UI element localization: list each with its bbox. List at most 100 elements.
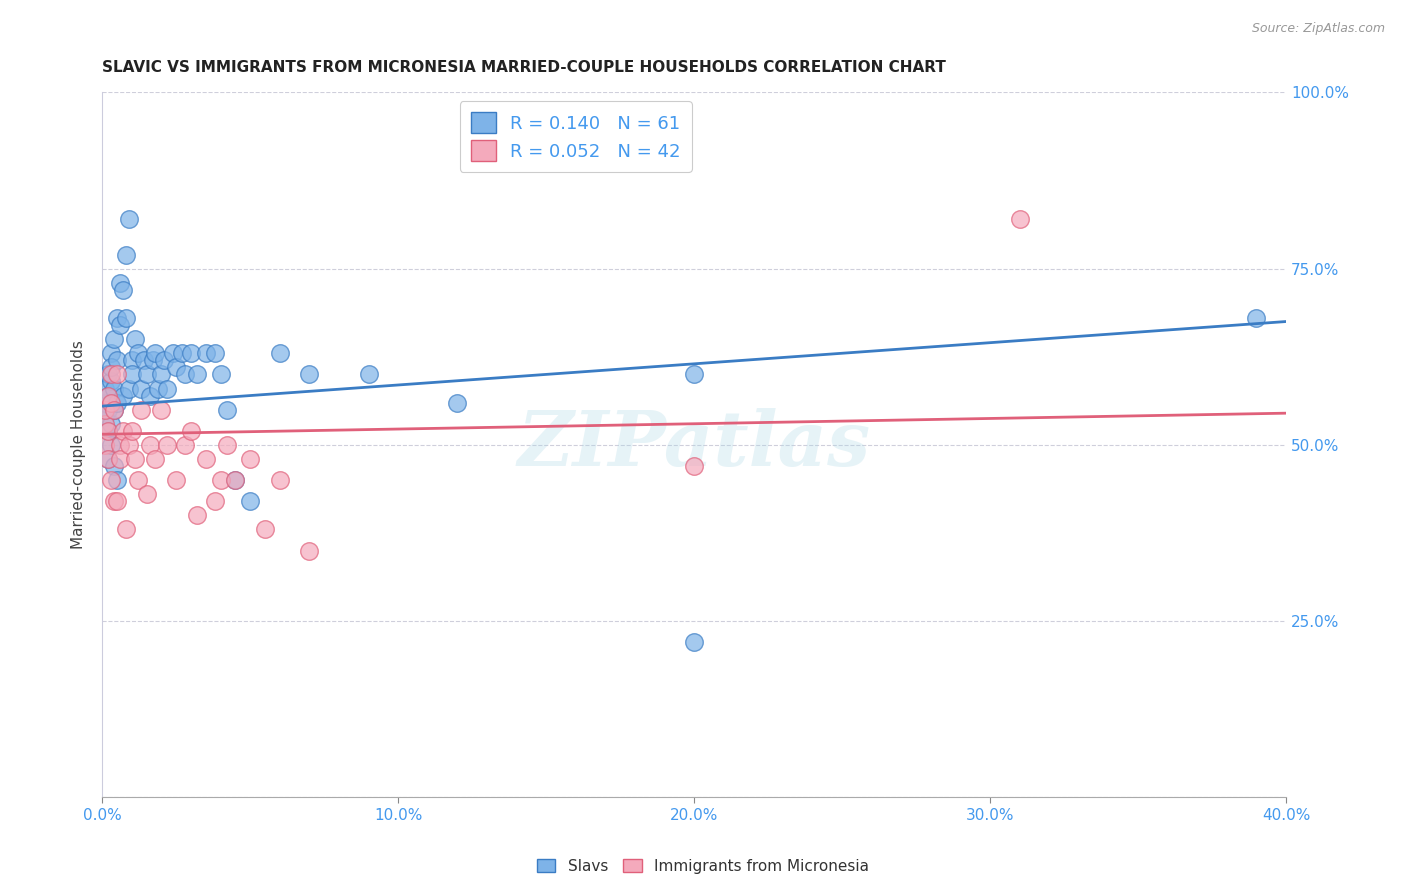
Point [148, 382, 170, 396]
Point [129, 382, 152, 396]
Point [165, 360, 187, 375]
Point [209, 473, 232, 487]
Point [94, 409, 117, 424]
Point [118, 212, 141, 227]
Point [172, 346, 194, 360]
Point [253, 523, 276, 537]
Point [103, 382, 125, 396]
Point [180, 424, 202, 438]
Point [162, 346, 184, 360]
Point [100, 375, 122, 389]
Point [135, 487, 157, 501]
Point [298, 368, 321, 382]
Point [111, 388, 134, 402]
Point [97, 402, 120, 417]
Point [94, 417, 117, 431]
Point [115, 311, 138, 326]
Point [132, 353, 155, 368]
Point [683, 458, 706, 473]
Point [174, 368, 197, 382]
Point [103, 402, 125, 417]
Point [215, 402, 238, 417]
Point [186, 508, 208, 523]
Point [150, 402, 173, 417]
Point [108, 318, 131, 332]
Point [121, 424, 143, 438]
Point [105, 368, 128, 382]
Point [153, 353, 176, 368]
Point [186, 368, 208, 382]
Point [100, 346, 122, 360]
Point [141, 353, 163, 368]
Point [298, 543, 321, 558]
Point [100, 395, 122, 409]
Point [135, 368, 157, 382]
Point [103, 494, 125, 508]
Point [204, 494, 226, 508]
Point [103, 402, 125, 417]
Point [97, 452, 120, 467]
Point [94, 438, 117, 452]
Point [111, 424, 134, 438]
Point [94, 382, 117, 396]
Point [224, 473, 246, 487]
Point [138, 388, 160, 402]
Point [180, 346, 202, 360]
Point [194, 346, 217, 360]
Point [97, 388, 120, 402]
Point [97, 424, 120, 438]
Point [100, 438, 122, 452]
Legend: Slavs, Immigrants from Micronesia: Slavs, Immigrants from Micronesia [531, 853, 875, 880]
Point [94, 402, 117, 417]
Point [105, 395, 128, 409]
Point [105, 494, 128, 508]
Point [105, 473, 128, 487]
Point [100, 473, 122, 487]
Point [111, 283, 134, 297]
Point [145, 346, 167, 360]
Point [127, 473, 149, 487]
Point [115, 523, 138, 537]
Point [115, 247, 138, 261]
Text: Source: ZipAtlas.com: Source: ZipAtlas.com [1251, 22, 1385, 36]
Point [174, 438, 197, 452]
Point [165, 473, 187, 487]
Point [121, 368, 143, 382]
Point [97, 368, 120, 382]
Point [97, 452, 120, 467]
Point [239, 452, 262, 467]
Point [209, 368, 232, 382]
Text: ZIPatlas: ZIPatlas [517, 408, 870, 482]
Point [215, 438, 238, 452]
Text: SLAVIC VS IMMIGRANTS FROM MICRONESIA MARRIED-COUPLE HOUSEHOLDS CORRELATION CHART: SLAVIC VS IMMIGRANTS FROM MICRONESIA MAR… [103, 60, 946, 75]
Point [224, 473, 246, 487]
Point [446, 395, 468, 409]
Point [103, 458, 125, 473]
Point [124, 332, 146, 346]
Point [145, 452, 167, 467]
Point [127, 346, 149, 360]
Point [100, 417, 122, 431]
Point [118, 382, 141, 396]
Point [357, 368, 380, 382]
Point [97, 388, 120, 402]
Point [239, 494, 262, 508]
Point [150, 368, 173, 382]
Point [103, 332, 125, 346]
Point [269, 346, 291, 360]
Point [105, 353, 128, 368]
Point [156, 438, 179, 452]
Point [108, 276, 131, 290]
Point [204, 346, 226, 360]
Point [1008, 212, 1031, 227]
Point [129, 402, 152, 417]
Point [683, 635, 706, 649]
Point [194, 452, 217, 467]
Point [138, 438, 160, 452]
Point [1246, 311, 1268, 326]
Point [100, 368, 122, 382]
Y-axis label: Married-couple Households: Married-couple Households [72, 341, 86, 549]
Point [118, 438, 141, 452]
Point [94, 395, 117, 409]
Point [269, 473, 291, 487]
